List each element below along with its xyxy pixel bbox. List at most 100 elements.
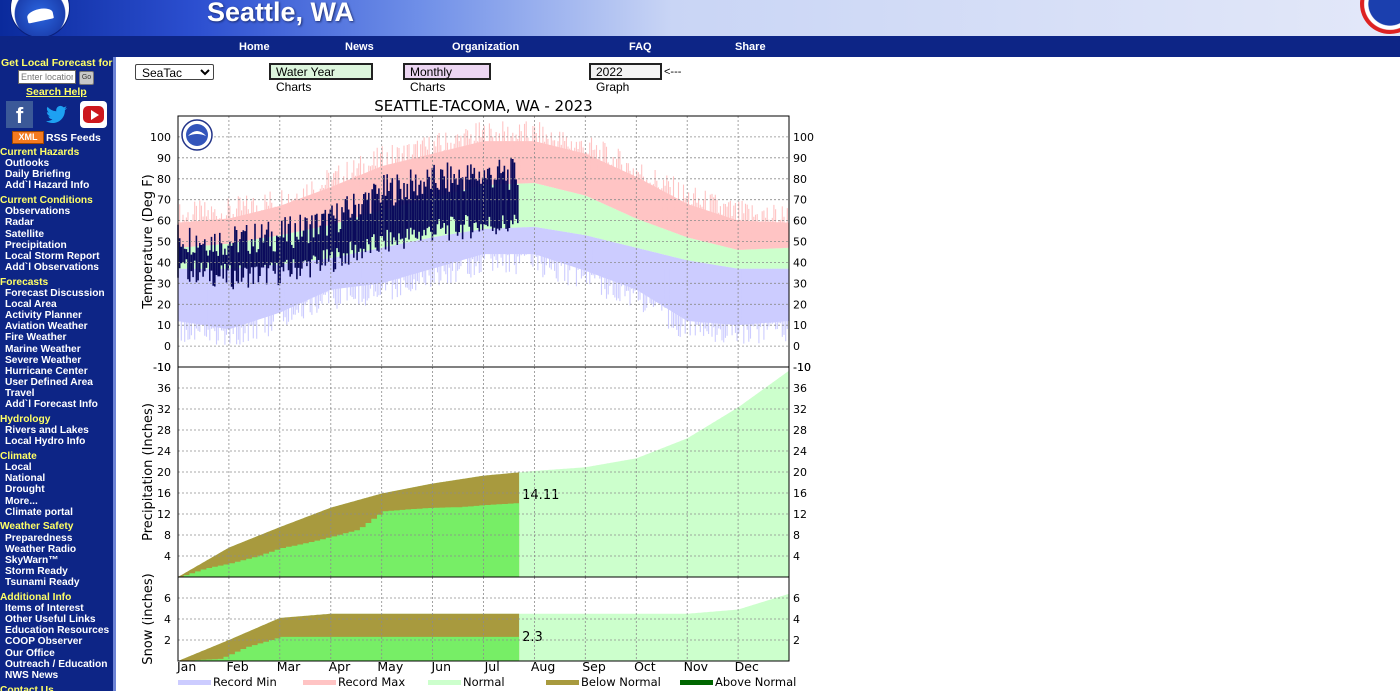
legend-swatch bbox=[680, 680, 713, 685]
sidebar-item[interactable]: Local Hydro Info bbox=[5, 436, 86, 448]
sidebar-item[interactable]: Preparedness bbox=[5, 532, 73, 544]
monthly-charts-button[interactable]: Monthly Charts bbox=[403, 63, 491, 94]
nav-organization[interactable]: Organization bbox=[452, 41, 520, 53]
sidebar-item[interactable]: Local bbox=[5, 462, 32, 474]
sidebar-item[interactable]: Add`l Observations bbox=[5, 262, 99, 273]
sidebar-heading[interactable]: Additional Info bbox=[0, 591, 72, 603]
precipitation-ytick-right: 4 bbox=[793, 550, 800, 563]
facebook-icon[interactable]: f bbox=[6, 101, 33, 128]
snow-ytick-left: 2 bbox=[164, 634, 171, 647]
sidebar-item[interactable]: Rivers and Lakes bbox=[5, 425, 89, 437]
precipitation-ytick-left: 20 bbox=[157, 466, 171, 479]
sidebar-item[interactable]: Storm Ready bbox=[5, 566, 68, 578]
chart-noaa-logo-icon bbox=[181, 119, 213, 151]
rss-feeds-link[interactable]: RSS Feeds bbox=[46, 132, 101, 144]
sidebar-item[interactable]: Education Resources bbox=[5, 625, 110, 637]
sidebar-heading[interactable]: Current Hazards bbox=[0, 147, 80, 158]
temperature-ytick-right: 20 bbox=[793, 298, 807, 311]
sidebar-item[interactable]: Marine Weather bbox=[5, 343, 81, 355]
sidebar-item[interactable]: COOP Observer bbox=[5, 636, 83, 648]
sidebar-item[interactable]: Outlooks bbox=[5, 158, 50, 170]
precipitation-ytick-right: 28 bbox=[793, 424, 807, 437]
sidebar-item[interactable]: Precipitation bbox=[5, 239, 67, 251]
precipitation-total-label: 14.11 bbox=[522, 488, 559, 503]
temperature-ytick-right: 40 bbox=[793, 256, 807, 269]
sidebar-item[interactable]: More... bbox=[5, 495, 38, 507]
sidebar-item[interactable]: Drought bbox=[5, 484, 45, 496]
precipitation-ytick-right: 8 bbox=[793, 529, 800, 542]
sidebar-menu: Current Hazards Outlooks Daily Briefing Add… bbox=[0, 147, 113, 691]
temperature-ytick-left: -10 bbox=[153, 361, 171, 374]
precipitation-ytick-left: 16 bbox=[157, 487, 171, 500]
precipitation-ytick-left: 28 bbox=[157, 424, 171, 437]
xtick-label: Apr bbox=[329, 659, 351, 674]
sidebar-heading[interactable]: Current Conditions bbox=[0, 195, 93, 207]
xml-icon[interactable]: XML bbox=[12, 131, 44, 144]
sidebar-item[interactable]: Climate portal bbox=[5, 506, 73, 518]
chart-title: SEATTLE-TACOMA, WA - 2023 bbox=[374, 97, 592, 115]
sidebar-item[interactable]: National bbox=[5, 473, 46, 485]
temperature-ytick-right: 30 bbox=[793, 277, 807, 290]
sidebar-item[interactable]: Activity Planner bbox=[5, 310, 82, 322]
sidebar-item[interactable]: User Defined Area bbox=[5, 377, 93, 388]
nws-logo-icon[interactable] bbox=[1360, 0, 1400, 34]
water-year-charts-button[interactable]: Water Year Charts bbox=[269, 63, 373, 94]
sidebar-heading[interactable]: Weather Safety bbox=[0, 521, 74, 533]
sidebar-item[interactable]: Radar bbox=[5, 217, 34, 229]
youtube-icon[interactable] bbox=[80, 101, 107, 128]
sidebar-item[interactable]: Hurricane Center bbox=[5, 365, 88, 377]
go-button[interactable]: Go bbox=[79, 71, 94, 85]
sidebar-item[interactable]: Fire Weather bbox=[5, 332, 67, 344]
nav-home[interactable]: Home bbox=[239, 41, 270, 53]
sidebar-item[interactable]: Tsunami Ready bbox=[5, 577, 80, 589]
sidebar-item[interactable]: Outreach / Education bbox=[5, 658, 108, 670]
temperature-ytick-right: 60 bbox=[793, 215, 807, 228]
sidebar-item[interactable]: Forecast Discussion bbox=[5, 287, 105, 299]
station-select[interactable]: SeaTac bbox=[135, 64, 214, 80]
sidebar-item[interactable]: Severe Weather bbox=[5, 354, 82, 366]
sidebar-item[interactable]: Satellite bbox=[5, 228, 45, 240]
sidebar-heading[interactable]: Hydrology bbox=[0, 414, 51, 426]
search-help-link[interactable]: Search Help bbox=[26, 86, 87, 98]
temperature-ytick-right: 90 bbox=[793, 152, 807, 165]
sidebar-item[interactable]: NWS News bbox=[5, 669, 59, 681]
sidebar-item[interactable]: Local Storm Report bbox=[5, 250, 100, 262]
noaa-logo-icon[interactable] bbox=[10, 0, 70, 36]
sidebar-item[interactable]: Add`l Forecast Info bbox=[5, 399, 98, 411]
sidebar-item[interactable]: Daily Briefing bbox=[5, 169, 71, 181]
nav-share[interactable]: Share bbox=[735, 41, 766, 53]
temperature-ytick-left: 30 bbox=[157, 277, 171, 290]
nav-faq[interactable]: FAQ bbox=[629, 41, 652, 53]
sidebar-item[interactable]: SkyWarn™ bbox=[5, 554, 59, 566]
precipitation-ytick-right: 32 bbox=[793, 403, 807, 416]
year-graph-button[interactable]: 2022 Graph bbox=[589, 63, 662, 94]
temperature-ytick-right: 50 bbox=[793, 236, 807, 249]
nav-news[interactable]: News bbox=[345, 41, 374, 53]
twitter-icon[interactable] bbox=[43, 101, 70, 128]
sidebar-item[interactable]: Observations bbox=[5, 206, 71, 218]
snow-ytick-left: 4 bbox=[164, 613, 171, 626]
xtick-label: Aug bbox=[531, 659, 555, 674]
legend-swatch bbox=[428, 680, 461, 685]
sidebar-heading[interactable]: Climate bbox=[0, 451, 37, 463]
sidebar-item[interactable]: Local Area bbox=[5, 299, 57, 311]
sidebar-heading[interactable]: Forecasts bbox=[0, 276, 49, 288]
xtick-label: Jan bbox=[176, 659, 196, 674]
location-input[interactable] bbox=[18, 70, 76, 84]
sidebar-item[interactable]: Travel bbox=[5, 388, 35, 400]
sidebar-heading[interactable]: Contact Us bbox=[0, 684, 54, 691]
sidebar-item[interactable]: Weather Radio bbox=[5, 543, 77, 555]
sidebar-item[interactable]: Aviation Weather bbox=[5, 321, 88, 333]
sidebar-item[interactable]: Other Useful Links bbox=[5, 614, 96, 626]
sidebar-item[interactable]: Our Office bbox=[5, 647, 55, 659]
precipitation-ytick-left: 8 bbox=[164, 529, 171, 542]
nav-curve bbox=[0, 36, 110, 57]
legend-label: Below Normal bbox=[581, 675, 661, 689]
snow-ytick-left: 6 bbox=[164, 592, 171, 605]
precipitation-ytick-right: 36 bbox=[793, 382, 807, 395]
temperature-ytick-right: 0 bbox=[793, 340, 800, 353]
temperature-ytick-left: 100 bbox=[150, 131, 171, 144]
sidebar-item[interactable]: Items of Interest bbox=[5, 603, 84, 615]
sidebar-item[interactable]: Add`l Hazard Info bbox=[5, 180, 90, 192]
xtick-label: Mar bbox=[277, 659, 301, 674]
